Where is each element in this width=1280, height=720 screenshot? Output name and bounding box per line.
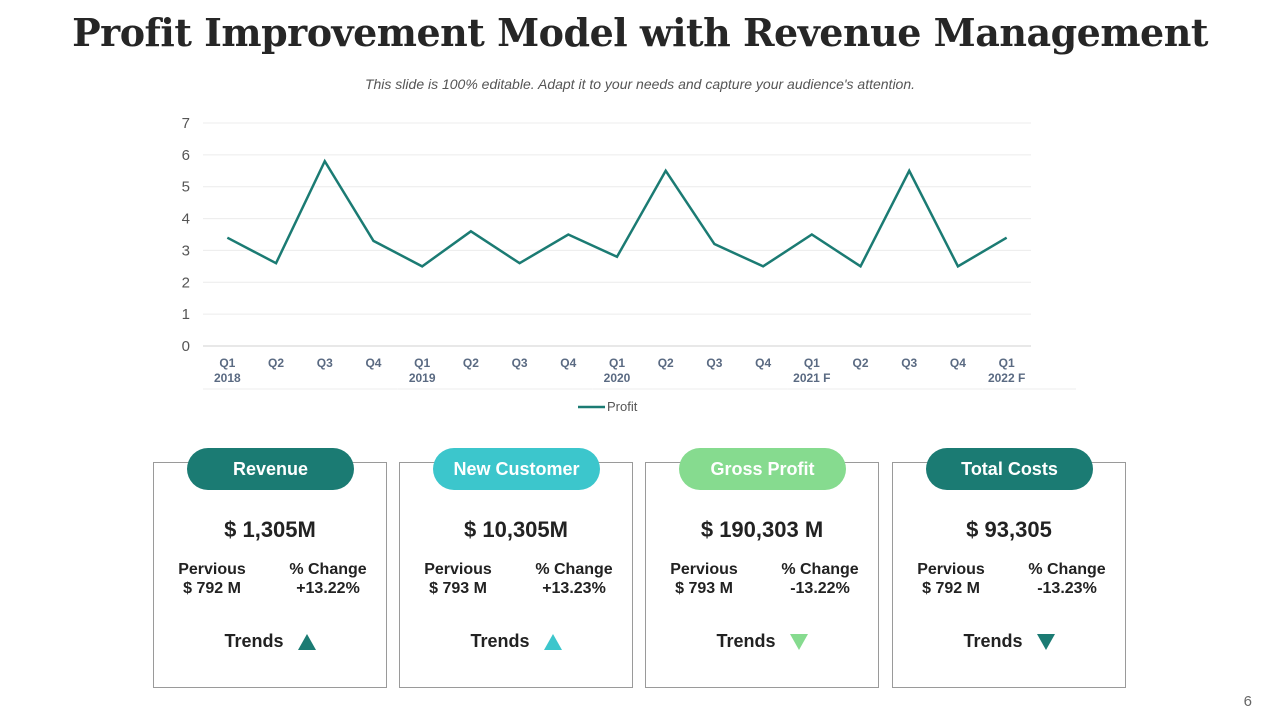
y-tick-label: 2 [182, 274, 190, 291]
triangle-down-icon [789, 633, 808, 650]
x-tick-label: Q3 [901, 356, 917, 370]
slide-subtitle: This slide is 100% editable. Adapt it to… [364, 76, 916, 92]
page-number: 6 [1243, 693, 1252, 710]
y-tick-label: 4 [182, 211, 190, 228]
triangle-down-icon [1036, 633, 1055, 650]
x-tick-label: Q4 [950, 356, 966, 370]
previous-value: $ 793 M [675, 580, 733, 597]
slide-title: Profit Improvement Model with Revenue Ma… [72, 10, 1208, 55]
previous-label: Pervious [670, 561, 738, 578]
trends-row: Trends [893, 631, 1125, 652]
card-amount: $ 1,305M [224, 517, 316, 542]
card-label-pill: Revenue [187, 448, 354, 490]
card-amount: $ 10,305M [464, 517, 568, 542]
card-label-pill: Total Costs [926, 448, 1093, 490]
trends-row: Trends [646, 631, 878, 652]
previous-stat: Pervious $ 792 M [162, 560, 262, 598]
x-tick-label: Q3 [706, 356, 722, 370]
change-value: +13.22% [296, 580, 360, 597]
legend-label: Profit [607, 399, 638, 414]
card-revenue: Revenue $ 1,305M Pervious $ 792 M % Chan… [153, 448, 387, 688]
previous-stat: Pervious $ 792 M [901, 560, 1001, 598]
change-label: % Change [535, 561, 613, 578]
previous-label: Pervious [424, 561, 492, 578]
change-stat: % Change -13.22% [770, 560, 870, 598]
x-tick-label: Q2 [463, 356, 479, 370]
x-tick-label: Q3 [512, 356, 528, 370]
x-tick-year-label: 2021 F [793, 371, 830, 385]
card-label-pill: New Customer [433, 448, 600, 490]
change-stat: % Change +13.23% [524, 560, 624, 598]
previous-label: Pervious [917, 561, 985, 578]
y-tick-label: 3 [182, 242, 190, 259]
x-tick-label: Q1 [219, 356, 235, 370]
x-tick-year-label: 2020 [604, 371, 631, 385]
x-tick-label: Q1 [414, 356, 430, 370]
previous-value: $ 792 M [922, 580, 980, 597]
change-stat: % Change +13.22% [278, 560, 378, 598]
card-amount: $ 190,303 M [700, 517, 824, 542]
y-tick-label: 6 [182, 147, 190, 164]
triangle-up-icon [297, 633, 316, 650]
x-tick-label: Q2 [658, 356, 674, 370]
x-tick-year-label: 2022 F [988, 371, 1025, 385]
trends-label: Trends [470, 631, 530, 651]
previous-stat: Pervious $ 793 M [408, 560, 508, 598]
change-value: +13.23% [542, 580, 606, 597]
x-tick-label: Q3 [317, 356, 333, 370]
triangle-up-icon [543, 633, 562, 650]
x-tick-label: Q1 [804, 356, 820, 370]
change-label: % Change [289, 561, 367, 578]
previous-value: $ 793 M [429, 580, 487, 597]
trends-label: Trends [963, 631, 1023, 651]
trends-label: Trends [716, 631, 776, 651]
card-label-pill: Gross Profit [679, 448, 846, 490]
x-tick-label: Q1 [609, 356, 625, 370]
change-label: % Change [781, 561, 859, 578]
y-tick-label: 5 [182, 179, 190, 196]
card-amount: $ 93,305 [966, 517, 1052, 542]
card-total-costs: Total Costs $ 93,305 Pervious $ 792 M % … [892, 448, 1126, 688]
trends-row: Trends [154, 631, 386, 652]
y-tick-label: 7 [182, 115, 190, 132]
x-tick-label: Q4 [365, 356, 381, 370]
x-tick-year-label: 2019 [409, 371, 436, 385]
change-label: % Change [1028, 561, 1106, 578]
trends-label: Trends [224, 631, 284, 651]
change-value: -13.23% [1037, 580, 1097, 597]
x-tick-label: Q4 [755, 356, 771, 370]
y-tick-label: 0 [182, 338, 190, 355]
card-gross-profit: Gross Profit $ 190,303 M Pervious $ 793 … [645, 448, 879, 688]
x-tick-label: Q2 [268, 356, 284, 370]
x-tick-label: Q1 [999, 356, 1015, 370]
trends-row: Trends [400, 631, 632, 652]
x-tick-label: Q4 [560, 356, 576, 370]
change-stat: % Change -13.23% [1017, 560, 1117, 598]
y-tick-label: 1 [182, 306, 190, 323]
previous-label: Pervious [178, 561, 246, 578]
x-tick-year-label: 2018 [214, 371, 241, 385]
previous-stat: Pervious $ 793 M [654, 560, 754, 598]
card-new-customer: New Customer $ 10,305M Pervious $ 793 M … [399, 448, 633, 688]
change-value: -13.22% [790, 580, 850, 597]
previous-value: $ 792 M [183, 580, 241, 597]
x-tick-label: Q2 [853, 356, 869, 370]
